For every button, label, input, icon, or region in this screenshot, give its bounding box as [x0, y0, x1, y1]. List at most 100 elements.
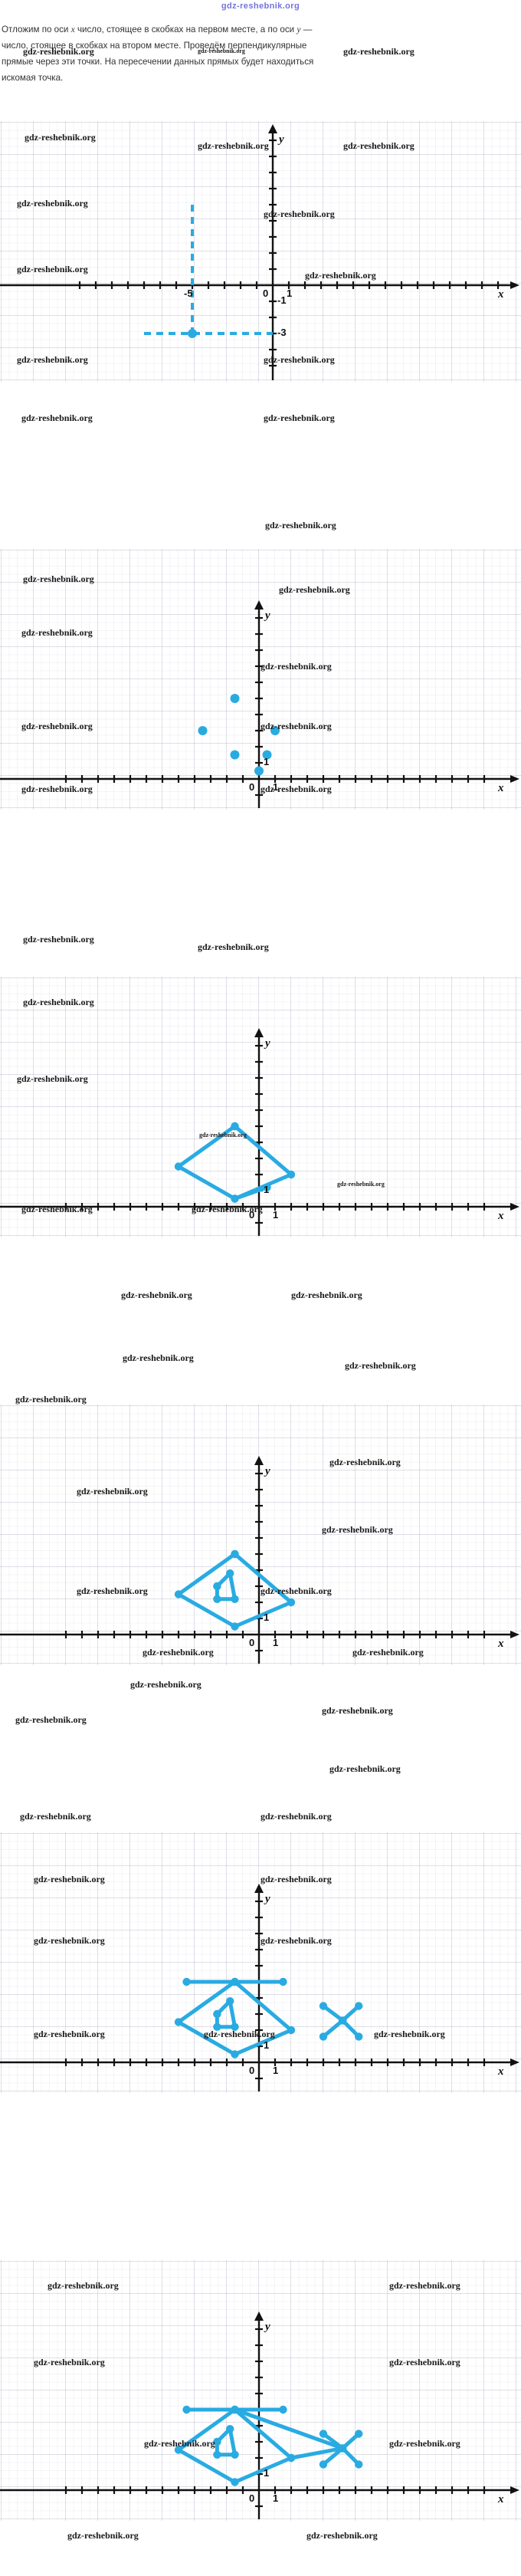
vertex-point: [279, 1977, 287, 1986]
data-point: [230, 750, 240, 760]
vertex-point: [279, 2405, 287, 2414]
vertex-point: [174, 1162, 183, 1171]
vertex-point: [355, 2460, 363, 2469]
graph-grid: [0, 549, 521, 810]
graph-canvas: [0, 2312, 519, 2519]
vertex-point: [319, 2460, 328, 2469]
y-minus-three-label: -3: [277, 327, 287, 338]
y-axis-label: y: [279, 133, 284, 146]
data-point: [198, 726, 208, 735]
vertex-point: [174, 2446, 183, 2454]
intro-paragraph: Отложим по оси x число, стоящее в скобка…: [2, 21, 519, 86]
graph-grid: [0, 121, 521, 382]
coordinate-plane-2: y x 0 1 1: [0, 549, 521, 810]
x-axis-label: x: [498, 2493, 504, 2505]
intro-var-y: y: [297, 25, 301, 34]
vertex-point: [231, 2050, 239, 2058]
site-watermark: gdz-reshebnik.org: [306, 2530, 378, 2541]
vertex-point: [231, 2478, 239, 2486]
data-point: [230, 694, 240, 703]
vertex-point: [231, 1622, 239, 1631]
x-minus-five-label: -5: [184, 288, 193, 299]
vertex-point: [226, 2425, 234, 2433]
vertex-point: [231, 2405, 239, 2414]
graph-canvas: [0, 1456, 519, 1664]
y-one-tick-label: 1: [264, 1612, 270, 1623]
x-axis-label: x: [498, 782, 504, 794]
vertex-point: [339, 2444, 347, 2453]
intro-var-x: x: [70, 25, 75, 34]
site-watermark: gdz-reshebnik.org: [198, 941, 269, 952]
site-watermark: gdz-reshebnik.org: [15, 1394, 87, 1405]
vertex-point: [182, 1977, 191, 1986]
vertex-point: [226, 1997, 234, 2006]
site-watermark: gdz-reshebnik.org: [121, 1290, 192, 1300]
site-watermark: gdz-reshebnik.org: [67, 2530, 139, 2541]
y-one-tick-label: 1: [264, 2467, 270, 2479]
vertex-point: [174, 2018, 183, 2026]
x-axis-label: x: [498, 2065, 504, 2078]
site-watermark: gdz-reshebnik.org: [23, 934, 94, 945]
x-one-tick-label: 1: [273, 1637, 279, 1648]
vertex-point: [174, 1590, 183, 1598]
vertex-point: [231, 1122, 239, 1131]
vertex-point: [213, 2022, 221, 2031]
y-one-tick-label: 1: [264, 1184, 270, 1195]
vertex-point: [213, 1595, 221, 1603]
site-watermark: gdz-reshebnik.org: [260, 1811, 332, 1822]
intro-line1-a: Отложим по оси: [2, 25, 71, 34]
site-watermark: gdz-reshebnik.org: [130, 1679, 202, 1690]
vertex-point: [319, 2032, 328, 2041]
site-watermark: gdz-reshebnik.org: [15, 1714, 87, 1725]
vertex-point: [287, 2026, 296, 2035]
vertex-point: [319, 2002, 328, 2010]
data-point: [270, 726, 280, 735]
vertex-point: [355, 2430, 363, 2438]
vertex-point: [263, 1183, 271, 1191]
coordinate-plane-5: y x 0 1 1: [0, 1832, 521, 2093]
y-axis-label: y: [265, 1465, 270, 1477]
vertex-point: [287, 1170, 296, 1179]
x-one-tick-label: 1: [273, 2492, 279, 2504]
data-point: [188, 329, 197, 338]
x-axis-label: x: [498, 1210, 504, 1222]
x-one-tick-label: 1: [287, 288, 293, 299]
x-axis-label: x: [498, 288, 504, 301]
coordinate-plane-4: y x 0 1 1: [0, 1405, 521, 1665]
graph-canvas: [0, 1028, 519, 1236]
graph-canvas: [0, 1884, 519, 2091]
intro-line4: искомая точка.: [2, 73, 64, 83]
site-watermark: gdz-reshebnik.org: [264, 412, 335, 423]
site-watermark: gdz-reshebnik.org: [322, 1705, 393, 1716]
origin-tick-label: 0: [249, 781, 255, 793]
x-one-tick-label: 1: [273, 1209, 279, 1221]
vertex-point: [287, 2453, 296, 2463]
origin-tick-label: 0: [249, 2065, 255, 2076]
polyline-tail-link: [233, 1185, 269, 1201]
site-watermark: gdz-reshebnik.org: [291, 1290, 362, 1300]
y-axis-label: y: [265, 1893, 270, 1905]
coordinate-plane-1: y x 0 1 -3 -1 -5: [0, 121, 521, 382]
site-watermark: gdz-reshebnik.org: [123, 1352, 194, 1363]
y-axis-label: y: [265, 1037, 270, 1050]
graph-grid: [0, 977, 521, 1237]
coordinate-plane-6: y x 0 1 1: [0, 2260, 521, 2521]
graph-canvas: [0, 124, 519, 380]
vertex-point: [231, 1595, 239, 1603]
graph-grid: [0, 2260, 521, 2521]
graph-canvas: [0, 600, 519, 808]
y-one-tick-label: 1: [264, 756, 270, 767]
vertex-point: [231, 2450, 239, 2459]
data-point: [262, 750, 272, 760]
vertex-point: [213, 2450, 221, 2459]
intro-line2: число, стоящее в скобках на втором месте…: [2, 41, 307, 51]
origin-tick-label: 0: [249, 1209, 255, 1221]
vertex-point: [339, 2016, 347, 2025]
origin-tick-label: 0: [249, 2492, 255, 2504]
origin-tick-label: 0: [249, 1637, 255, 1648]
polyline-body-outline: [176, 1124, 293, 1201]
site-watermark: gdz-reshebnik.org: [21, 412, 93, 423]
vertex-point: [182, 2405, 191, 2414]
y-axis-label: y: [265, 2321, 270, 2333]
